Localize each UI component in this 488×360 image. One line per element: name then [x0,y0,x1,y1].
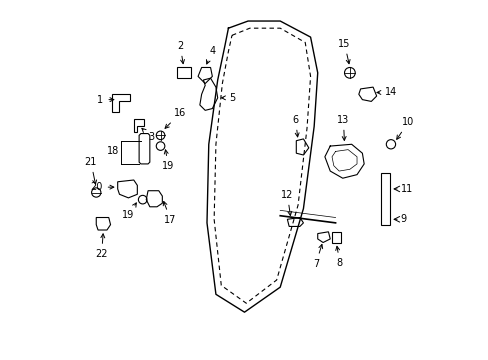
Text: 15: 15 [338,39,350,64]
Text: 8: 8 [335,246,342,268]
Text: 4: 4 [206,46,215,64]
Text: 17: 17 [163,202,176,225]
Text: 14: 14 [376,87,396,98]
Text: 16: 16 [165,108,186,128]
Text: 7: 7 [312,244,322,269]
Text: 1: 1 [97,95,114,105]
Text: 3: 3 [142,129,154,142]
Bar [380,173,389,225]
Text: 5: 5 [221,93,235,103]
Text: 18: 18 [107,147,119,157]
Text: 22: 22 [95,234,108,259]
Text: 2: 2 [177,41,184,64]
Text: 12: 12 [281,190,293,216]
Text: 21: 21 [84,157,97,184]
Text: 6: 6 [292,114,299,137]
Text: 9: 9 [400,214,406,224]
Text: 19: 19 [162,150,174,171]
Text: 19: 19 [122,203,136,220]
Text: 20: 20 [90,182,114,192]
Text: 13: 13 [337,114,349,140]
Text: 10: 10 [396,117,414,139]
Text: 11: 11 [400,184,412,194]
